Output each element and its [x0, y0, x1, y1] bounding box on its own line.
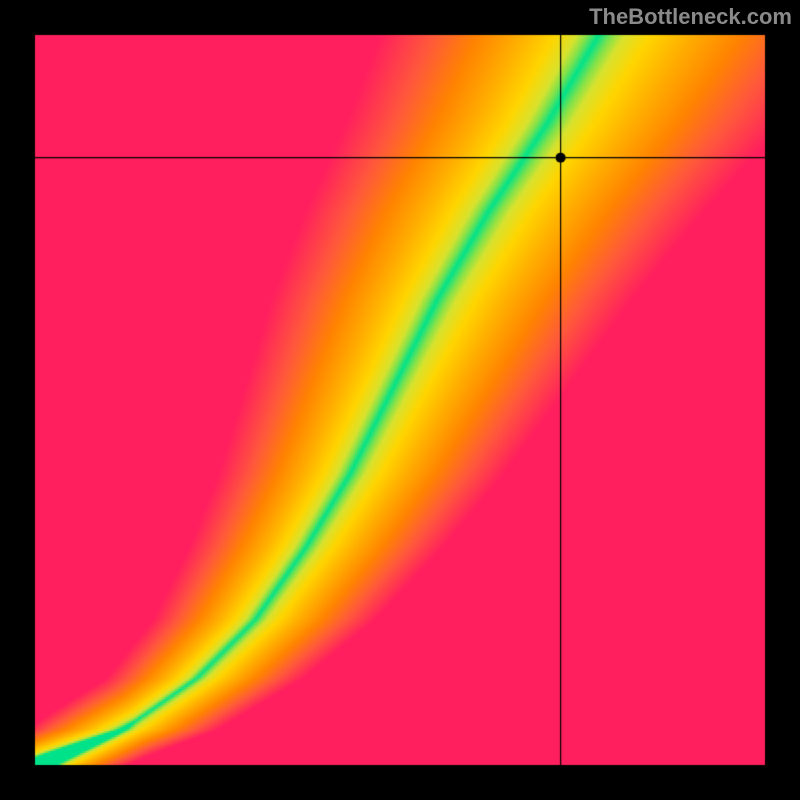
- watermark-text: TheBottleneck.com: [589, 4, 792, 30]
- chart-wrapper: TheBottleneck.com: [0, 0, 800, 800]
- heatmap-canvas: [0, 0, 800, 800]
